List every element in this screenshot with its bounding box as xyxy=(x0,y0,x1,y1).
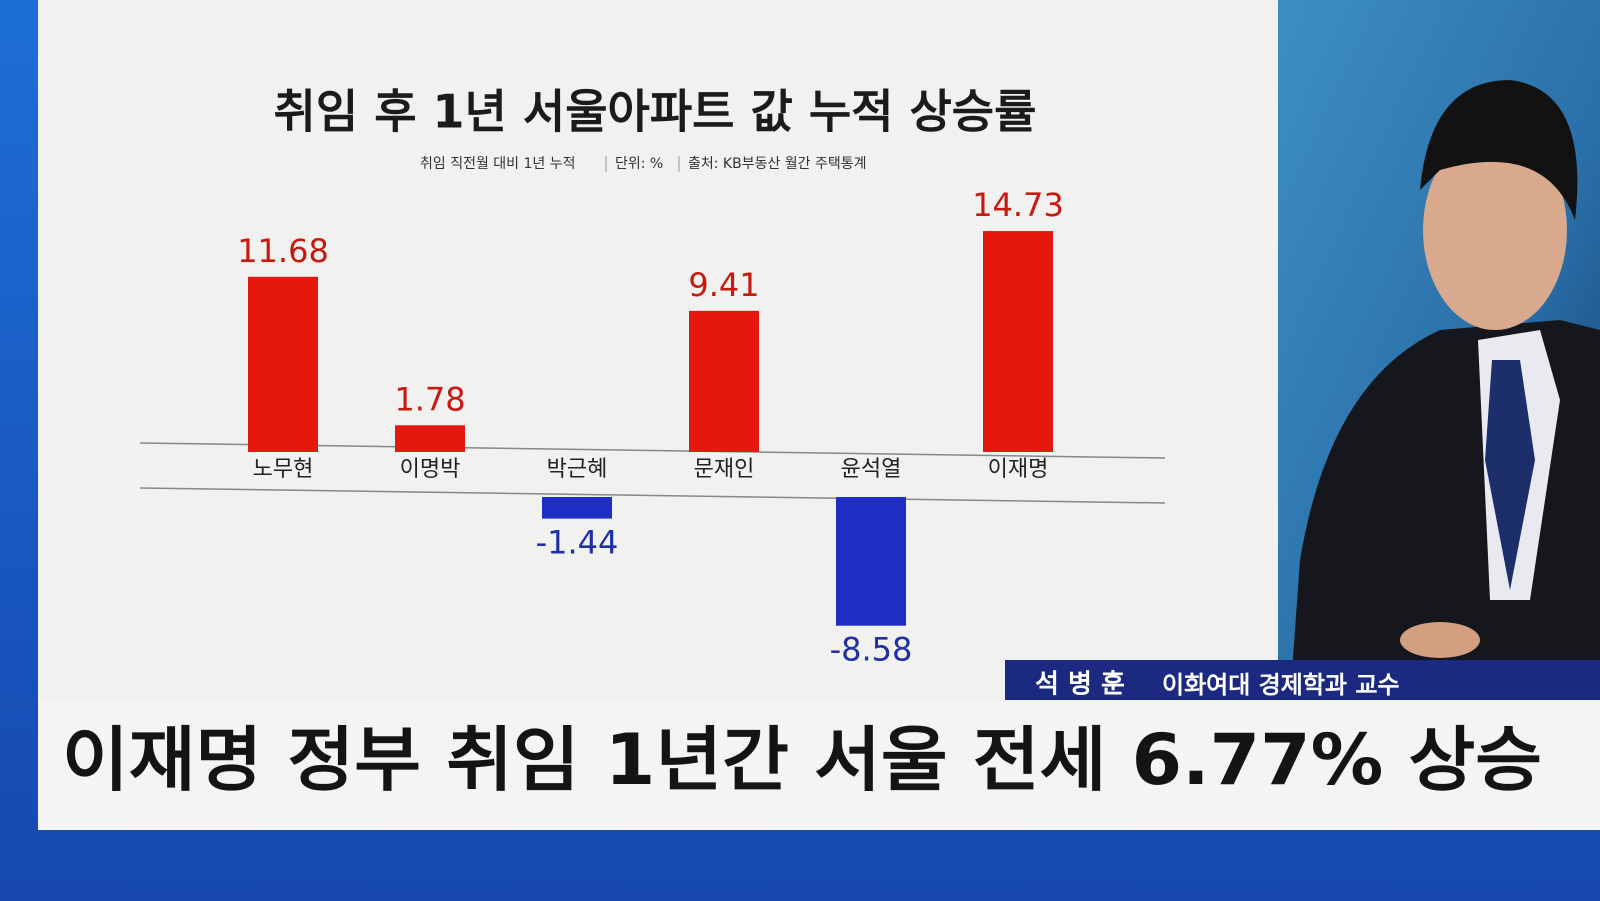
category-label: 윤석열 xyxy=(841,457,902,482)
anchor xyxy=(1290,80,1600,700)
subtitle-item: 단위: % xyxy=(615,156,663,172)
baseline xyxy=(139,487,1166,504)
headline-bar xyxy=(38,700,1600,830)
value-label: 11.68 xyxy=(237,232,329,270)
chart-panel xyxy=(38,0,1278,700)
subtitle-item: 출처: KB부동산 월간 주택통계 xyxy=(688,156,867,172)
category-label: 노무현 xyxy=(253,457,314,482)
category-label: 문재인 xyxy=(694,457,755,482)
bar xyxy=(836,497,906,626)
guest-affiliation: 이화여대 경제학과 교수 xyxy=(1162,671,1400,699)
value-label: 14.73 xyxy=(972,186,1064,224)
plot: 노무현 11.68 이명박 1.78 박근혜 -1.44 문재인 9.41 윤석열 -8.58 이재… xyxy=(139,186,1166,669)
category-label: 박근혜 xyxy=(547,457,608,482)
value-label: 9.41 xyxy=(688,266,759,304)
value-label: -1.44 xyxy=(536,524,619,562)
bar xyxy=(395,425,465,452)
category-label: 이명박 xyxy=(400,457,461,482)
headline: 이재명 정부 취임 1년간 서울 전세 6.77% 상승 xyxy=(62,719,1542,801)
subtitle: 취임 직전월 대비 1년 누적 단위: % 출처: KB부동산 월간 주택통계 xyxy=(420,156,867,172)
bar xyxy=(248,276,318,452)
bar xyxy=(983,231,1053,452)
bar xyxy=(689,310,759,452)
value-label: 1.78 xyxy=(394,380,465,418)
category-label: 이재명 xyxy=(988,457,1049,482)
subtitle-item: 취임 직전월 대비 1년 누적 xyxy=(420,156,576,172)
bar xyxy=(542,497,612,519)
value-label: -8.58 xyxy=(830,631,913,669)
chart-title: 취임 후 1년 서울아파트 값 누적 상승률 xyxy=(274,85,1037,139)
guest-name: 석 병 훈 xyxy=(1035,670,1125,700)
